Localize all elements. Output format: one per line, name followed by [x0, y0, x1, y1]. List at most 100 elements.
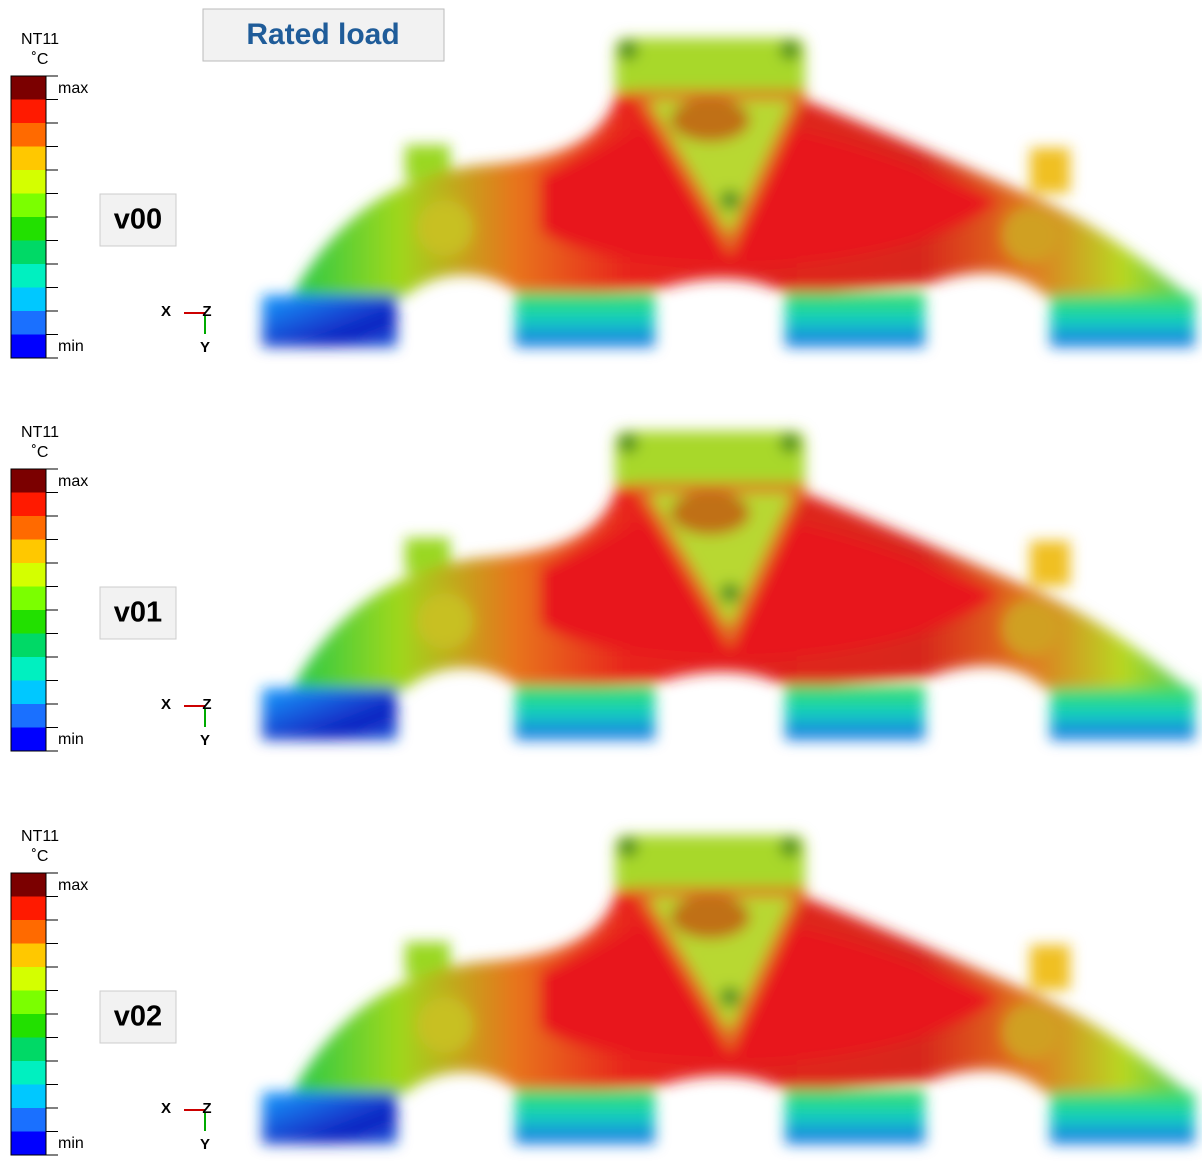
legend-unit: ˚C — [32, 51, 49, 68]
boss — [417, 997, 473, 1053]
triad-y: Y — [200, 339, 210, 356]
boss — [1002, 1004, 1058, 1060]
bolt — [720, 583, 740, 603]
legend-title: NT11 — [21, 31, 59, 48]
bolt — [618, 433, 638, 453]
legend-bin — [11, 586, 46, 610]
result-panel: NT11 ˚C max min v02 X Z Y — [10, 828, 1195, 1156]
boss — [1002, 207, 1058, 263]
legend-bin — [11, 1037, 46, 1061]
boss — [1002, 600, 1058, 656]
legend-unit: ˚C — [32, 444, 49, 461]
result-panel: NT11 ˚C max min v01 X Z Y — [10, 424, 1195, 752]
hot-zone — [540, 120, 1000, 266]
legend-bin — [11, 704, 46, 728]
triad-z: Z — [202, 303, 211, 320]
legend-max: max — [58, 877, 88, 894]
legend-frame — [10, 468, 47, 752]
triad-x: X — [161, 1100, 171, 1117]
bolt — [720, 190, 740, 210]
legend-bin — [11, 610, 46, 634]
legend-bin — [11, 123, 46, 147]
bolt — [618, 40, 638, 60]
legend-min: min — [58, 1135, 84, 1152]
legend-bin — [11, 146, 46, 170]
legend-bin — [11, 193, 46, 217]
stud — [1030, 541, 1070, 586]
legend-bin — [11, 1108, 46, 1132]
legend-bin — [11, 240, 46, 264]
legend-bin — [11, 563, 46, 587]
foot — [262, 688, 397, 740]
legend-bin — [11, 1131, 46, 1155]
legend-title: NT11 — [21, 424, 59, 441]
legend-bin — [11, 217, 46, 241]
foot — [515, 292, 655, 347]
version-label: v01 — [114, 597, 162, 629]
bolt — [618, 837, 638, 857]
legend-bin — [11, 1084, 46, 1108]
foot — [262, 295, 397, 347]
port — [670, 98, 750, 142]
stud — [1030, 148, 1070, 193]
foot — [785, 685, 925, 740]
legend-frame — [10, 872, 47, 1156]
legend-bin — [11, 727, 46, 751]
version-box — [99, 586, 177, 640]
legend-bin — [11, 967, 46, 991]
legend-bin — [11, 896, 46, 920]
legend-title: NT11 — [21, 828, 59, 845]
port — [670, 895, 750, 939]
foot — [785, 1089, 925, 1144]
boss — [417, 593, 473, 649]
title-box — [202, 8, 445, 62]
title: Rated load — [246, 18, 399, 51]
legend-bin — [11, 539, 46, 563]
legend-bin — [11, 76, 46, 100]
legend-bin — [11, 492, 46, 516]
triad-z: Z — [202, 696, 211, 713]
legend-bin — [11, 99, 46, 123]
manifold-contour — [262, 38, 1195, 347]
legend-bin — [11, 990, 46, 1014]
legend-min: min — [58, 731, 84, 748]
port — [670, 491, 750, 535]
version-label: v02 — [114, 1001, 162, 1033]
legend-bin — [11, 657, 46, 681]
foot — [1050, 295, 1195, 347]
stud — [1030, 945, 1070, 990]
version-box — [99, 193, 177, 247]
triad-x: X — [161, 696, 171, 713]
foot — [785, 292, 925, 347]
bolt — [780, 837, 800, 857]
flange — [615, 38, 805, 93]
boss — [417, 200, 473, 256]
legend-min: min — [58, 338, 84, 355]
legend-unit: ˚C — [32, 848, 49, 865]
foot — [262, 1092, 397, 1144]
result-panel: NT11 ˚C max min v00 X Z Y — [10, 31, 1195, 359]
triad-z: Z — [202, 1100, 211, 1117]
hot-zone — [540, 917, 1000, 1063]
version-box — [99, 990, 177, 1044]
manifold-contour — [262, 431, 1195, 740]
legend-bin — [11, 287, 46, 311]
legend-bin — [11, 1061, 46, 1085]
legend-max: max — [58, 80, 88, 97]
triad-x: X — [161, 303, 171, 320]
foot — [515, 685, 655, 740]
legend-bin — [11, 469, 46, 493]
legend-bin — [11, 334, 46, 358]
legend-bin — [11, 170, 46, 194]
foot — [1050, 688, 1195, 740]
bolt — [780, 40, 800, 60]
foot — [515, 1089, 655, 1144]
legend-bin — [11, 311, 46, 335]
legend-bin — [11, 1014, 46, 1038]
foot — [1050, 1092, 1195, 1144]
version-label: v00 — [114, 204, 162, 236]
legend-bin — [11, 264, 46, 288]
manifold-contour — [262, 835, 1195, 1144]
hot-zone — [540, 513, 1000, 659]
